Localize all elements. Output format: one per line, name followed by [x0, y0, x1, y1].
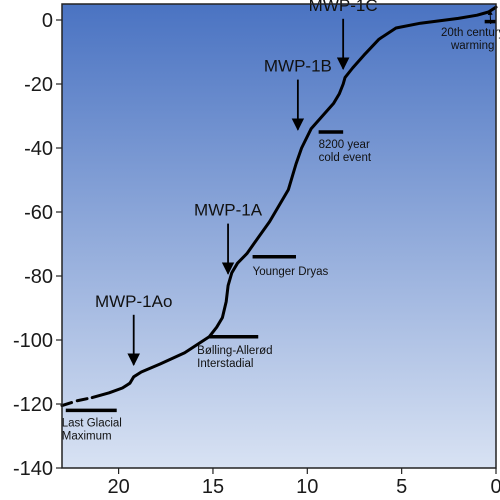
event-label: 8200 year	[319, 139, 370, 151]
x-tick-label: 5	[396, 476, 407, 498]
x-tick-label: 10	[296, 476, 318, 498]
event-label: Maximum	[62, 430, 112, 442]
y-tick-label: 0	[42, 10, 53, 32]
event-label: Bølling-Allerød	[197, 345, 272, 357]
x-tick-label: 0	[490, 476, 500, 498]
event-label: Last Glacial	[62, 417, 122, 429]
y-tick-label: -60	[24, 202, 53, 224]
sea-level-curve-dashed	[60, 396, 94, 408]
annotation-label: MWP-1C	[309, 0, 378, 15]
event-label: 20th century	[441, 27, 500, 39]
plot-area	[62, 4, 496, 468]
x-tick-label: 15	[202, 476, 224, 498]
annotation-label: MWP-1A	[194, 201, 263, 220]
annotation-label: MWP-1B	[264, 57, 332, 76]
annotation-label: MWP-1Ao	[95, 292, 172, 311]
event-label: cold event	[319, 152, 372, 164]
event-label: Younger Dryas	[253, 266, 329, 278]
y-tick-label: -80	[24, 266, 53, 288]
y-tick-label: -140	[13, 458, 53, 480]
y-tick-label: -120	[13, 394, 53, 416]
event-label: Interstadial	[197, 358, 253, 370]
y-tick-label: -20	[24, 74, 53, 96]
y-tick-label: -100	[13, 330, 53, 352]
plot-frame	[61, 3, 497, 469]
y-tick-label: -40	[24, 138, 53, 160]
event-label: warming	[450, 40, 494, 52]
x-tick-label: 20	[107, 476, 129, 498]
sea-level-curve	[90, 5, 498, 400]
